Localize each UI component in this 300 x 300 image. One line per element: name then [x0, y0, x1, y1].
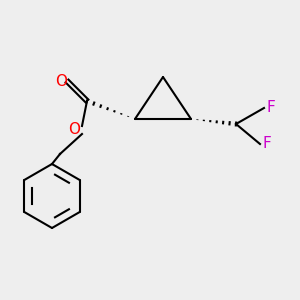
- Text: O: O: [55, 74, 67, 88]
- Text: F: F: [267, 100, 275, 116]
- Text: F: F: [262, 136, 272, 152]
- Text: O: O: [68, 122, 80, 137]
